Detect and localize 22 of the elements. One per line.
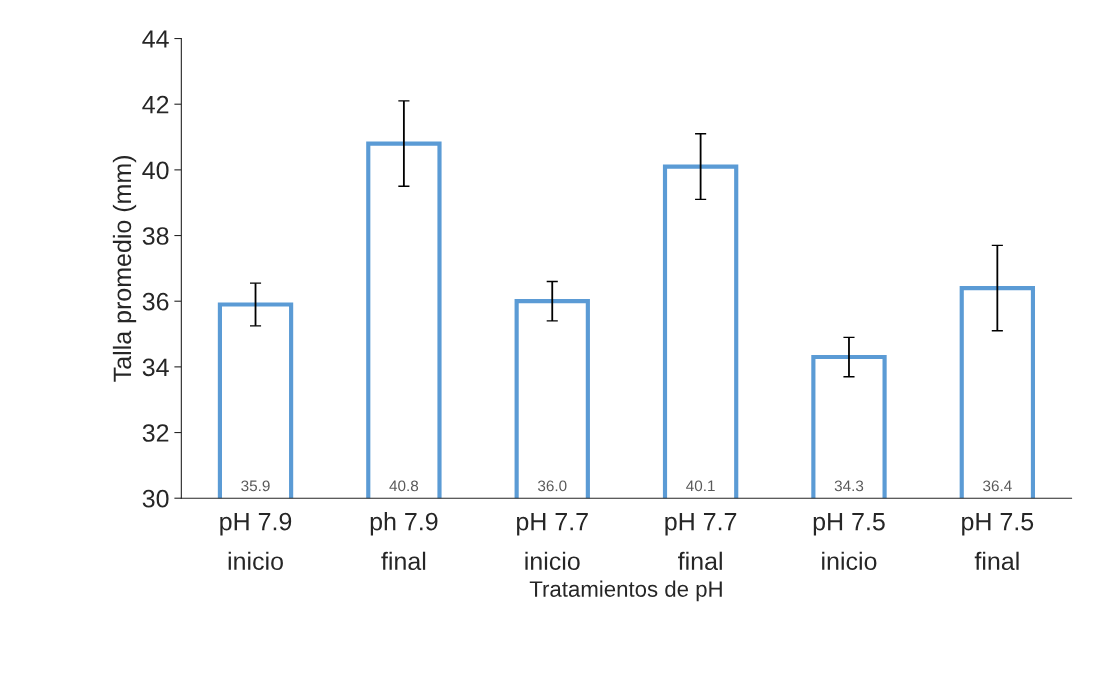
y-axis-title: Talla promedio (mm) xyxy=(112,156,137,382)
data-label: 36.4 xyxy=(983,480,1012,492)
data-label: 35.9 xyxy=(241,480,270,492)
y-tick-label: 36 xyxy=(142,292,169,311)
y-tick-label: 42 xyxy=(142,95,169,114)
data-label: 40.1 xyxy=(686,480,715,492)
x-axis-title: Tratamientos de pH xyxy=(529,580,722,602)
y-tick-label: 38 xyxy=(142,227,169,245)
x-tick-label: pH 7.5 final xyxy=(962,513,1034,571)
y-tick-label: 40 xyxy=(142,161,169,180)
x-tick-label: pH 7.9 inicio xyxy=(220,512,292,571)
x-tick-label: ph 7.9 final xyxy=(370,512,438,571)
x-tick-label: pH 7.7 inicio xyxy=(517,513,588,571)
x-tick-label: pH 7.5 inicio xyxy=(813,513,885,571)
data-label: 40.8 xyxy=(389,480,419,492)
x-tick-label: pH 7.7 final xyxy=(665,513,737,571)
data-label: 34.3 xyxy=(834,480,864,492)
y-tick-label: 32 xyxy=(142,424,169,442)
data-label: 36.0 xyxy=(537,480,567,492)
y-tick-label: 30 xyxy=(142,489,169,508)
y-tick-label: 34 xyxy=(142,358,169,377)
y-tick-label: 44 xyxy=(142,30,169,48)
